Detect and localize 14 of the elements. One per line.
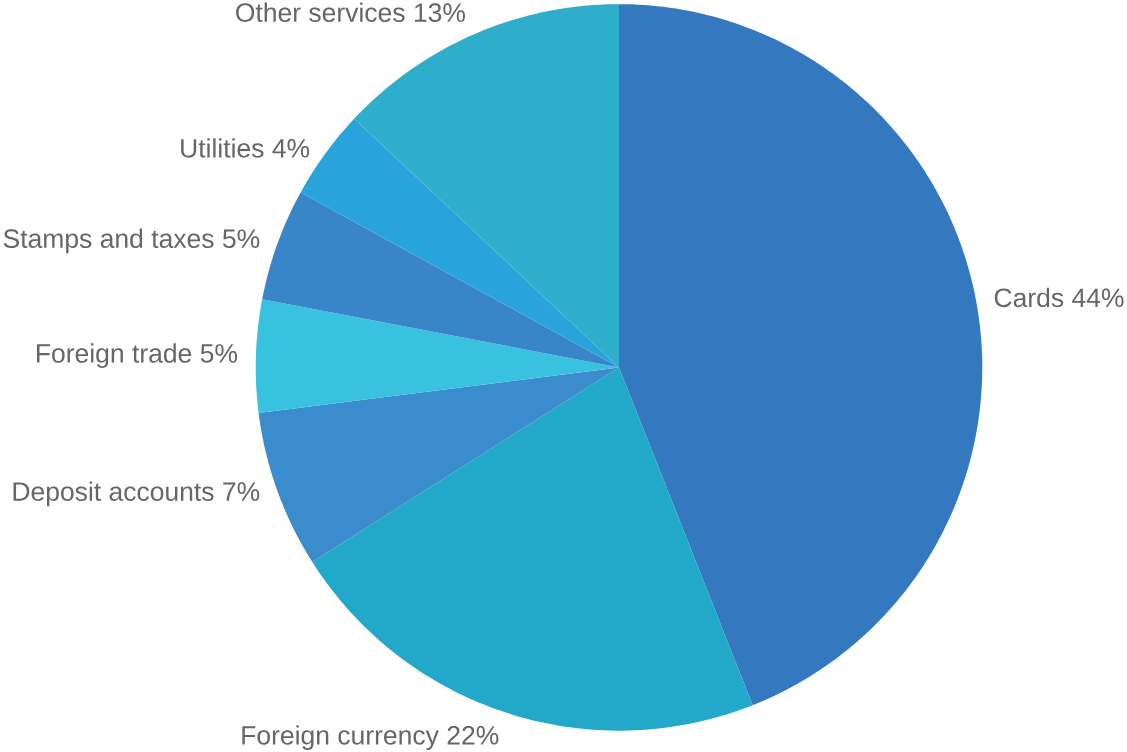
slice-label: Foreign currency bbox=[242, 725, 439, 750]
slice-label: Stamps and taxes bbox=[3, 228, 214, 254]
data-label: 7% bbox=[223, 482, 260, 501]
data-label: 5% bbox=[200, 343, 238, 363]
data-label: 44% bbox=[1072, 288, 1124, 307]
slice-label: Deposit accounts bbox=[13, 481, 214, 506]
slice-label: Utilities bbox=[181, 138, 264, 158]
data-label: 13% bbox=[414, 3, 465, 22]
data-label: 5% bbox=[222, 229, 260, 248]
slice-label: Other services bbox=[236, 2, 405, 22]
slice-label: Foreign trade bbox=[37, 343, 192, 368]
slice-label: Cards bbox=[994, 287, 1064, 307]
data-label: 4% bbox=[272, 138, 310, 158]
data-label: 22% bbox=[447, 725, 499, 745]
